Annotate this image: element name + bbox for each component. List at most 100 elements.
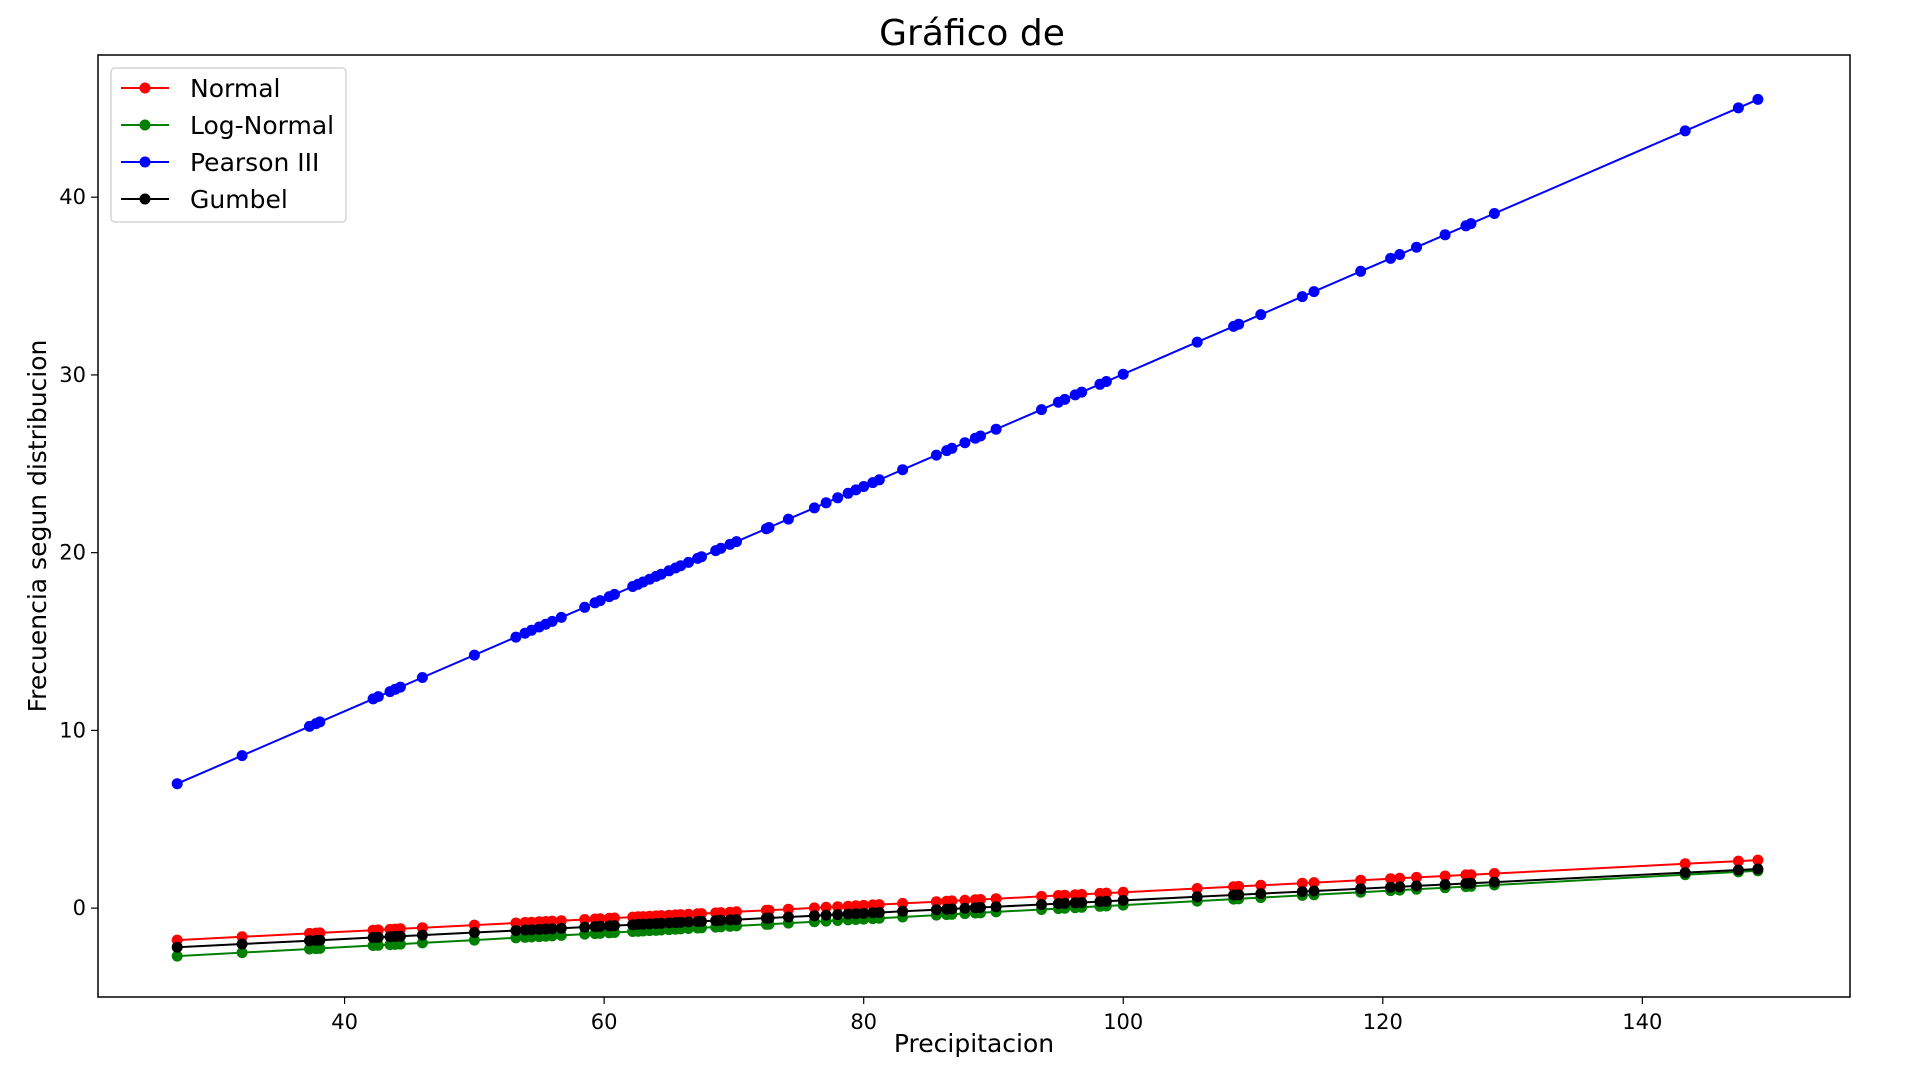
data-point — [1255, 888, 1267, 900]
data-point — [1439, 870, 1451, 882]
x-tick-label: 100 — [1103, 1010, 1143, 1034]
data-point — [832, 909, 844, 921]
y-tick-label: 20 — [59, 541, 86, 565]
legend-box — [110, 67, 347, 223]
data-point — [1036, 404, 1047, 416]
data-point — [897, 905, 909, 917]
data-point — [832, 901, 844, 913]
data-point — [1076, 897, 1088, 908]
data-point — [655, 917, 667, 929]
data-point — [975, 430, 986, 442]
data-point — [609, 920, 620, 932]
data-point — [594, 920, 606, 932]
data-point — [416, 929, 428, 941]
data-point — [1488, 868, 1500, 879]
data-point — [1732, 855, 1744, 867]
data-point — [1076, 386, 1088, 398]
data-point — [609, 588, 620, 600]
data-point — [1355, 874, 1367, 886]
data-point — [683, 908, 694, 920]
data-point — [1752, 854, 1764, 866]
legend-marker — [139, 193, 151, 205]
data-point — [782, 513, 794, 525]
data-point — [546, 915, 558, 927]
data-point — [1191, 891, 1203, 903]
data-point — [546, 923, 558, 935]
data-point — [842, 900, 854, 912]
x-axis-label: Precipitacion — [894, 1029, 1054, 1058]
data-point — [579, 914, 591, 925]
data-point — [1117, 368, 1129, 380]
data-point — [1255, 879, 1267, 891]
data-point — [416, 672, 428, 683]
legend-label: Pearson III — [190, 148, 319, 177]
data-point — [1355, 883, 1367, 895]
data-point — [1394, 872, 1406, 884]
data-point — [1059, 393, 1071, 405]
data-point — [579, 921, 591, 933]
data-point — [820, 909, 832, 921]
series-pearson-iii — [171, 93, 1764, 790]
data-point — [975, 902, 986, 913]
data-point — [394, 681, 406, 693]
data-point — [236, 938, 248, 950]
data-point — [808, 902, 820, 914]
data-point — [873, 474, 885, 486]
data-point — [372, 939, 384, 951]
data-point — [1411, 871, 1422, 883]
data-point — [372, 691, 384, 703]
x-tick-label: 80 — [850, 1010, 877, 1034]
legend-item: Gumbel — [121, 185, 288, 214]
data-point — [873, 899, 885, 911]
legend-marker — [139, 82, 151, 94]
data-point — [555, 922, 567, 934]
data-point — [1679, 125, 1691, 137]
axis-ticks: 40 60 80 100 120 140 0 10 20 30 40 — [59, 185, 1662, 1034]
data-point — [468, 934, 480, 946]
data-point — [990, 423, 1002, 435]
data-point — [1191, 883, 1203, 894]
data-point — [696, 551, 707, 563]
data-point — [715, 914, 727, 926]
data-point — [850, 900, 862, 912]
data-point — [372, 931, 384, 943]
data-point — [1233, 880, 1245, 892]
data-point — [675, 916, 687, 928]
data-point — [1117, 886, 1129, 898]
data-point — [1100, 376, 1112, 387]
data-point — [236, 750, 248, 762]
data-point — [975, 894, 986, 905]
data-point — [510, 925, 522, 936]
data-point — [1296, 886, 1308, 898]
data-point — [715, 542, 727, 554]
data-point — [897, 897, 909, 909]
data-point — [579, 601, 591, 613]
data-point — [930, 896, 942, 908]
data-point — [842, 908, 854, 920]
legend-label: Log-Normal — [190, 111, 334, 140]
x-tick-label: 40 — [331, 1010, 358, 1034]
data-point — [171, 941, 183, 953]
data-point — [594, 913, 606, 925]
data-point — [731, 906, 742, 918]
legend-marker — [139, 156, 151, 168]
data-point — [959, 902, 971, 914]
data-point — [1732, 102, 1744, 114]
data-point — [763, 912, 775, 924]
legend-item: Normal — [121, 74, 280, 103]
data-point — [1465, 869, 1477, 881]
data-point — [731, 914, 742, 926]
data-point — [510, 631, 522, 643]
data-point — [394, 938, 406, 950]
y-tick-label: 40 — [59, 185, 86, 209]
data-point — [696, 915, 707, 927]
data-point — [546, 615, 558, 627]
y-tick-label: 10 — [59, 718, 86, 742]
data-point — [858, 907, 870, 919]
x-tick-label: 120 — [1363, 1010, 1403, 1034]
data-point — [731, 536, 742, 548]
data-point — [1465, 877, 1477, 889]
data-point — [946, 903, 958, 915]
data-point — [897, 464, 909, 476]
